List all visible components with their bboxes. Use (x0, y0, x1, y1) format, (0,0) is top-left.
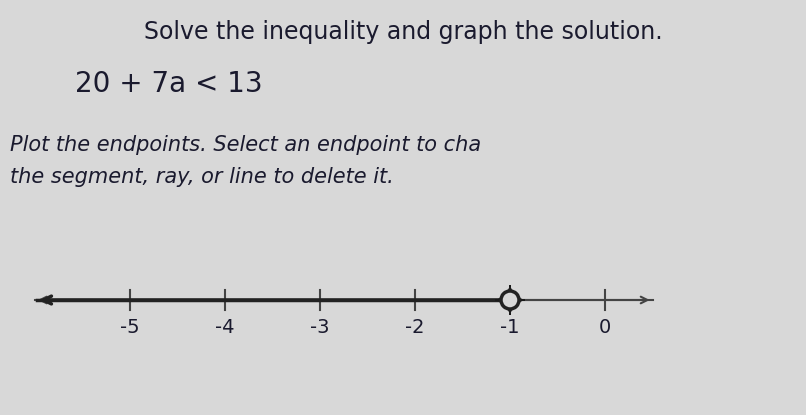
Text: -4: -4 (215, 318, 235, 337)
Text: Solve the inequality and graph the solution.: Solve the inequality and graph the solut… (143, 20, 663, 44)
Text: -5: -5 (120, 318, 139, 337)
Text: Plot the endpoints. Select an endpoint to cha: Plot the endpoints. Select an endpoint t… (10, 135, 481, 155)
Circle shape (501, 291, 519, 309)
Text: -1: -1 (501, 318, 520, 337)
Text: 20 + 7a < 13: 20 + 7a < 13 (75, 70, 263, 98)
Text: -3: -3 (310, 318, 330, 337)
Text: the segment, ray, or line to delete it.: the segment, ray, or line to delete it. (10, 167, 394, 187)
Text: 0: 0 (599, 318, 611, 337)
Text: -2: -2 (405, 318, 425, 337)
